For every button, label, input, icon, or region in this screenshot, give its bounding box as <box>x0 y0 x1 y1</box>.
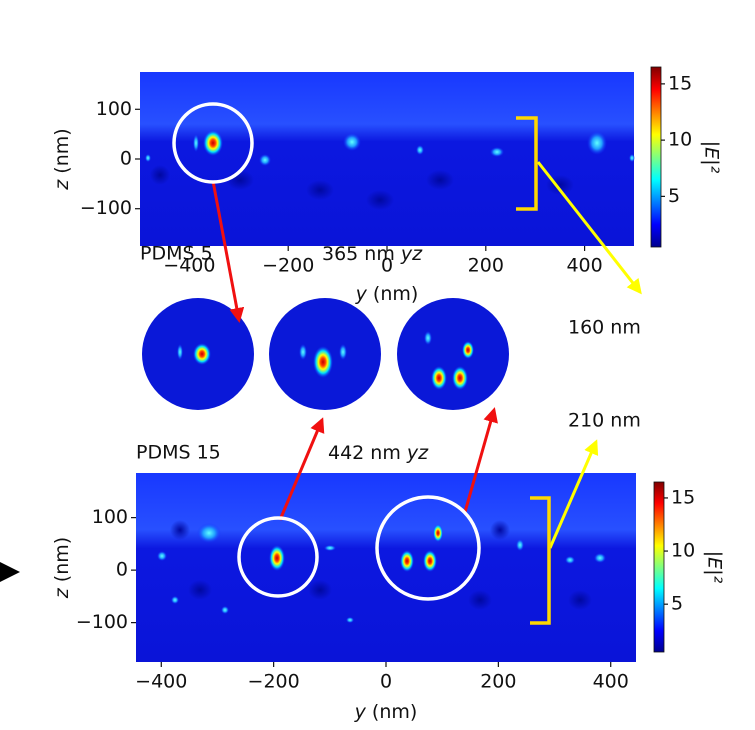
hotspot <box>565 556 575 564</box>
x-tick-label: −400 <box>163 255 215 277</box>
pointer-triangle <box>0 562 20 582</box>
hotspot <box>490 520 510 540</box>
y-tick-label: 100 <box>92 506 128 528</box>
x-tick-label: −200 <box>248 671 300 693</box>
x-axis-label: y (nm) <box>354 701 418 723</box>
colorbar-tick-label: 15 <box>671 486 695 508</box>
hotspot <box>468 590 492 610</box>
x-tick-label: 400 <box>566 255 602 277</box>
hotspot <box>343 133 361 151</box>
x-tick-label: 200 <box>468 255 504 277</box>
arrows <box>211 161 642 549</box>
hotspot <box>516 539 524 551</box>
y-tick-label: 100 <box>96 98 132 120</box>
colorbar-tick-label: 5 <box>668 185 680 207</box>
x-tick-label: 0 <box>380 671 392 693</box>
x-tick-label: −200 <box>262 255 314 277</box>
panel-label: PDMS 15 <box>136 442 221 464</box>
hotspot <box>426 170 454 190</box>
hotspot <box>346 617 354 623</box>
panel-title: 442 nm yz <box>328 442 429 464</box>
y-axis-label: z (nm) <box>51 128 73 190</box>
plane: yz <box>400 243 423 265</box>
annotation: 160 nm <box>568 317 641 339</box>
axis-unit: (nm) <box>372 701 417 723</box>
x-axis-label: y (nm) <box>355 283 419 305</box>
axis-var: z <box>51 179 73 191</box>
hotspot <box>423 550 437 572</box>
colorbar-label: |E|² <box>701 141 723 174</box>
axis-unit: (nm) <box>51 128 73 173</box>
y-tick-label: 0 <box>120 148 132 170</box>
axis-unit: (nm) <box>51 537 73 582</box>
panel-label: PDMS 5 <box>140 243 213 265</box>
zoom-circles <box>142 298 509 410</box>
y-tick-label: −100 <box>76 611 128 633</box>
hotspot <box>629 154 635 162</box>
x-tick-label: 0 <box>381 255 393 277</box>
hotspot <box>366 190 394 210</box>
wavelength: 365 nm <box>322 243 395 265</box>
heatmap <box>136 473 636 662</box>
axis-var: z <box>51 587 73 599</box>
hotspot <box>324 545 336 551</box>
colorbar-tick-label: 10 <box>668 129 692 151</box>
colorbar-label: |E|² <box>704 551 726 584</box>
colorbar-tick-label: 15 <box>668 72 692 94</box>
x-tick-label: 400 <box>593 671 629 693</box>
hotspot <box>203 130 223 156</box>
hotspot <box>188 580 212 600</box>
colorbar <box>653 481 665 653</box>
colorbar-tick-label: 10 <box>671 540 695 562</box>
y-axis-label: z (nm) <box>51 537 73 599</box>
hotspot <box>594 553 606 563</box>
axis-var: y <box>354 701 367 723</box>
panel: PDMS 15 442 nm yz−400 −200 0 200 400−1000100y(… <box>51 442 726 723</box>
heatmap <box>140 72 634 246</box>
hotspot <box>150 165 170 185</box>
circles-and-brackets <box>172 102 551 625</box>
hotspot <box>568 590 592 610</box>
hotspot <box>259 154 271 166</box>
hotspot <box>308 580 332 600</box>
hotspot <box>433 524 443 542</box>
hotspot <box>269 545 285 571</box>
annotation: 210 nm <box>568 410 641 432</box>
hotspot <box>587 131 607 155</box>
x-tick-label: −400 <box>135 671 187 693</box>
plane: yz <box>406 442 429 464</box>
hotspot <box>400 550 414 572</box>
colorbar <box>650 66 662 248</box>
hotspot <box>221 606 229 614</box>
y-tick-label: −100 <box>80 197 132 219</box>
hotspot <box>306 180 334 200</box>
wavelength: 442 nm <box>328 442 401 464</box>
hotspot <box>193 134 199 152</box>
hotspot <box>490 147 504 157</box>
hotspot <box>170 520 190 540</box>
hotspot <box>197 523 221 543</box>
hotspot <box>171 596 179 604</box>
hotspot <box>157 551 167 561</box>
y-tick-label: 0 <box>116 559 128 581</box>
panel-title: 365 nm yz <box>322 243 423 265</box>
x-tick-label: 200 <box>480 671 516 693</box>
hotspot <box>145 154 151 162</box>
colorbar-tick-label: 5 <box>671 593 683 615</box>
axis-unit: (nm) <box>373 283 418 305</box>
hotspot <box>416 145 424 155</box>
axis-var: y <box>355 283 368 305</box>
